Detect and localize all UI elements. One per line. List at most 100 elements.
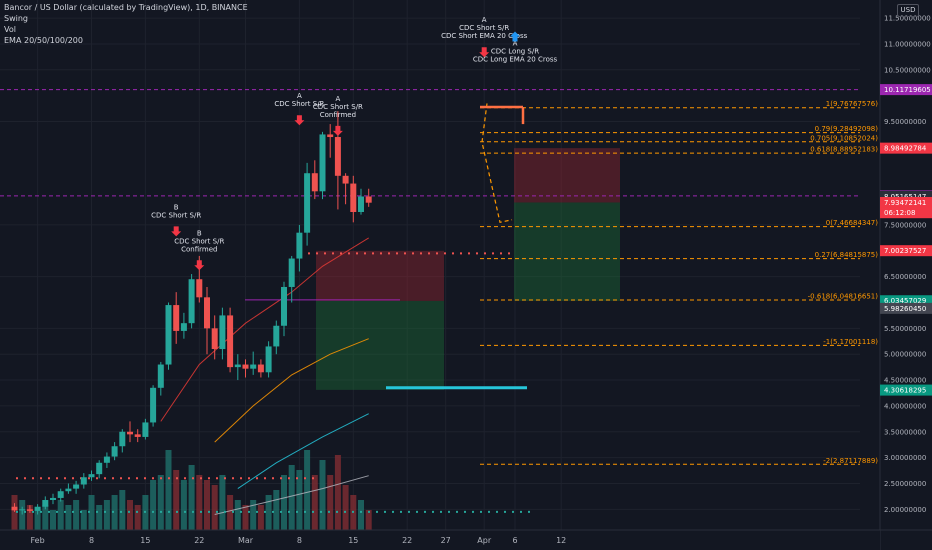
price-axis-badge [880,384,932,396]
price-tick-label: 3.50000000 [884,428,926,436]
fib-level-label: -0.618(6.04816651) [808,293,879,301]
signal-label: A [336,95,341,103]
price-tick-label: 11.50000000 [884,15,931,23]
volume-bar [196,475,203,530]
volume-bar [296,470,303,530]
price-axis-badge [880,302,932,314]
candle-body [327,134,334,138]
fib-level-label: 0.618(8.88952183) [810,146,878,154]
signal-label: Confirmed [181,245,217,253]
price-tick-label: 11.00000000 [884,40,931,48]
volume-bar [281,475,287,530]
signal-label: CDC Short S/R [459,24,509,32]
signal-label: A [297,92,302,100]
volume-bar [119,490,126,530]
candle-body [19,509,26,511]
candle-body [142,422,149,437]
arrow-down-icon [479,47,490,58]
volume-bar [234,500,241,530]
volume-bar [250,500,257,530]
price-axis-badge [880,190,932,202]
volume-bar [288,465,295,530]
time-tick-label: Apr [477,536,492,545]
candle-body [281,286,287,326]
candle-body [34,506,41,511]
price-tick-label: 3.00000000 [884,454,926,462]
candle-body [242,364,249,369]
time-tick-label: 27 [441,536,451,545]
candle-body [165,305,172,365]
volume-bar [26,505,33,530]
volume-bar [227,495,234,530]
fib-level-label: 0.705(9.10852024) [810,134,878,142]
candle-body [227,315,234,368]
signal-label: CDC Long S/R [491,48,539,56]
ema200-line [214,475,369,515]
candle-body [42,500,49,507]
time-tick-label: 22 [402,536,412,545]
signal-label: Confirmed [320,111,356,119]
arrow-down-icon [294,115,305,126]
arrow-down-icon [332,125,343,136]
volume-bar [204,480,210,530]
fib-level-label: 0(7.46684347) [826,219,878,227]
volume-bar [311,475,318,530]
volume-bar [180,480,187,530]
signal-label: CDC Short S/R [174,237,224,245]
ema100-line [237,413,369,490]
price-tick-label: 5.50000000 [884,325,926,333]
ema20-line [160,237,369,422]
candle-body [88,474,95,478]
candle-body [358,196,364,212]
volume-bar [304,450,311,530]
volume-bar [188,465,195,530]
price-tick-label: 6.50000000 [884,273,926,281]
candle-body [150,387,157,423]
price-tick-label: 2.50000000 [884,480,926,488]
candle-body [288,258,295,287]
candle-body [119,431,126,447]
indicator-ema[interactable]: EMA 20/50/100/200 [4,36,83,45]
candle-body [334,137,341,176]
time-tick-label: 15 [348,536,358,545]
price-axis-badge-label: 7.93472141 [884,199,926,207]
volume-bar [265,495,272,530]
price-axis-badge [880,245,932,257]
price-axis-badge-label: 10.11719605 [884,86,931,94]
time-tick-label: Feb [31,536,45,545]
candle-body [111,446,118,457]
volume-bar [157,475,164,530]
price-axis-badge [880,207,932,219]
currency-button[interactable]: USD [897,4,919,17]
candle-body [304,173,311,233]
fib-level-label: -1(5.17001118) [823,338,878,346]
candle-body [234,364,241,368]
fib-level-label: 0.27(6.84815875) [815,251,879,259]
volume-bar [211,485,218,530]
time-axis [0,530,880,550]
price-tick-label: 10.50000000 [884,66,931,74]
volume-bar [11,495,18,530]
signal-label: A [482,16,487,24]
arrow-up-icon [510,31,520,42]
candle-body [134,434,141,437]
volume-bar [342,485,349,530]
candle-body [342,175,349,184]
volume-bar [165,450,172,530]
candle-body [196,279,203,298]
candle-body [65,488,72,492]
arrow-down-icon [171,226,182,237]
fib-level-label: 1(9.76767576) [826,100,878,108]
volume-bar [273,490,280,530]
indicator-swing[interactable]: Swing [4,14,28,23]
volume-bar [50,510,56,530]
symbol-title[interactable]: Bancor / US Dollar (calculated by Tradin… [4,3,248,12]
volume-bar [358,500,364,530]
indicator-vol[interactable]: Vol [4,25,16,34]
volume-bar [19,500,26,530]
